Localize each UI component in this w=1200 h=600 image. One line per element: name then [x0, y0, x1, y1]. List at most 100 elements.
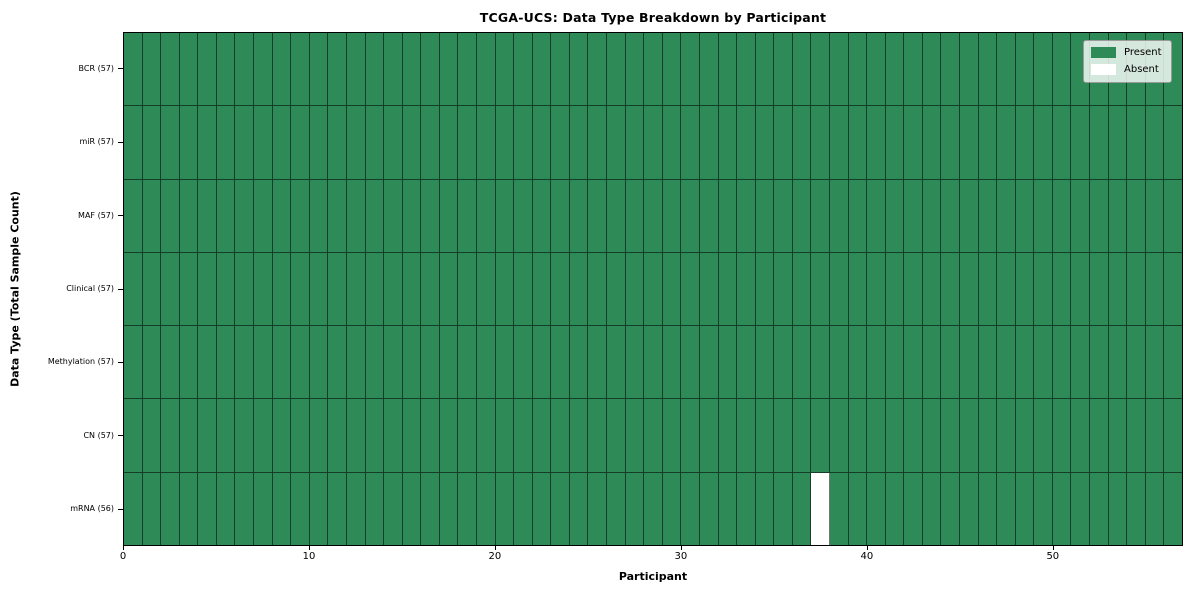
heatmap-cell [384, 106, 403, 179]
heatmap-cell [607, 472, 626, 545]
heatmap-cell [291, 33, 310, 106]
heatmap-cell [346, 106, 366, 179]
heatmap-cell [885, 252, 905, 326]
y-tick-label: miR (57) [79, 137, 114, 147]
heatmap-cell [904, 106, 923, 179]
heatmap-cell [254, 252, 273, 326]
heatmap-cell [439, 472, 459, 545]
heatmap-cell [1127, 472, 1146, 545]
y-tick-label: MAF (57) [78, 210, 114, 220]
heatmap-cell [774, 33, 793, 106]
heatmap-cell [346, 33, 366, 106]
heatmap-cell [161, 399, 180, 472]
heatmap-cell [792, 326, 812, 399]
heatmap-cell [792, 472, 812, 545]
heatmap-cell [1164, 472, 1182, 545]
heatmap-cell [662, 179, 682, 252]
heatmap-cell [755, 326, 775, 399]
heatmap-cell [1034, 33, 1053, 106]
heatmap-cell [1164, 399, 1182, 472]
heatmap-cell [644, 472, 663, 545]
x-axis-label: Participant [618, 570, 688, 583]
heatmap-cell [198, 472, 217, 545]
heatmap-cell [625, 106, 645, 179]
y-tick-label: BCR (57) [78, 63, 114, 73]
heatmap-cell [904, 472, 923, 545]
heatmap-cell [235, 179, 255, 252]
heatmap-cell [867, 252, 886, 326]
heatmap-cell [1015, 326, 1035, 399]
heatmap-cell [458, 106, 477, 179]
heatmap-cell [365, 472, 385, 545]
heatmap-cell [588, 179, 608, 252]
heatmap-cell [142, 399, 162, 472]
heatmap-cell [1090, 179, 1109, 252]
heatmap-row [124, 472, 1182, 545]
heatmap-cell [829, 33, 849, 106]
heatmap-cell [439, 399, 459, 472]
heatmap-cell [588, 252, 608, 326]
heatmap-cell [235, 33, 255, 106]
heatmap-cell [328, 399, 347, 472]
heatmap-cell [978, 179, 998, 252]
heatmap-cell [124, 106, 143, 179]
heatmap-cell [941, 179, 961, 252]
x-tick-label: 10 [302, 551, 316, 562]
heatmap-cell [848, 399, 868, 472]
heatmap-cell [421, 252, 440, 326]
heatmap-cell [867, 106, 886, 179]
heatmap-cell [346, 326, 366, 399]
heatmap-cell [607, 252, 626, 326]
heatmap-cell [272, 33, 292, 106]
heatmap-cell [514, 179, 533, 252]
heatmap-cell [867, 179, 886, 252]
heatmap-cell [569, 399, 589, 472]
heatmap-cell [1052, 33, 1072, 106]
heatmap-cell [1145, 252, 1165, 326]
heatmap-cell [514, 106, 533, 179]
heatmap-cell [904, 179, 923, 252]
x-tick-mark [1052, 546, 1054, 550]
heatmap-cell [421, 106, 440, 179]
heatmap-cell [402, 472, 422, 545]
heatmap-cell [737, 399, 756, 472]
heatmap-cell [997, 252, 1016, 326]
heatmap-cell [755, 179, 775, 252]
heatmap-cell [551, 399, 570, 472]
y-tick-mark [118, 435, 123, 437]
heatmap-cell [681, 472, 700, 545]
heatmap-cell [514, 33, 533, 106]
heatmap-cell [997, 326, 1016, 399]
heatmap-cell [421, 472, 440, 545]
heatmap-cell [235, 326, 255, 399]
heatmap-cell [458, 252, 477, 326]
heatmap-cell [978, 399, 998, 472]
heatmap-cell [867, 326, 886, 399]
heatmap-cell [1127, 106, 1146, 179]
heatmap-cell [829, 472, 849, 545]
heatmap-cell [272, 179, 292, 252]
heatmap-cell [365, 252, 385, 326]
heatmap-cell [291, 399, 310, 472]
heatmap-cell [662, 399, 682, 472]
heatmap-cell [1015, 179, 1035, 252]
heatmap-cell [328, 179, 347, 252]
heatmap-cell [607, 399, 626, 472]
heatmap-cell [941, 326, 961, 399]
heatmap-cell [1034, 179, 1053, 252]
heatmap-cell [922, 326, 942, 399]
heatmap-cell [978, 252, 998, 326]
heatmap-cell [811, 399, 830, 472]
legend: Present Absent [1083, 40, 1172, 83]
heatmap-cell [309, 399, 329, 472]
heatmap-cell [1034, 106, 1053, 179]
heatmap-cell [476, 106, 496, 179]
heatmap-cell [829, 106, 849, 179]
heatmap-cell [755, 472, 775, 545]
x-tick-mark [680, 546, 682, 550]
heatmap-cell [458, 179, 477, 252]
heatmap-cell [867, 33, 886, 106]
heatmap-cell [384, 472, 403, 545]
heatmap-cell [885, 399, 905, 472]
heatmap-cell [309, 33, 329, 106]
